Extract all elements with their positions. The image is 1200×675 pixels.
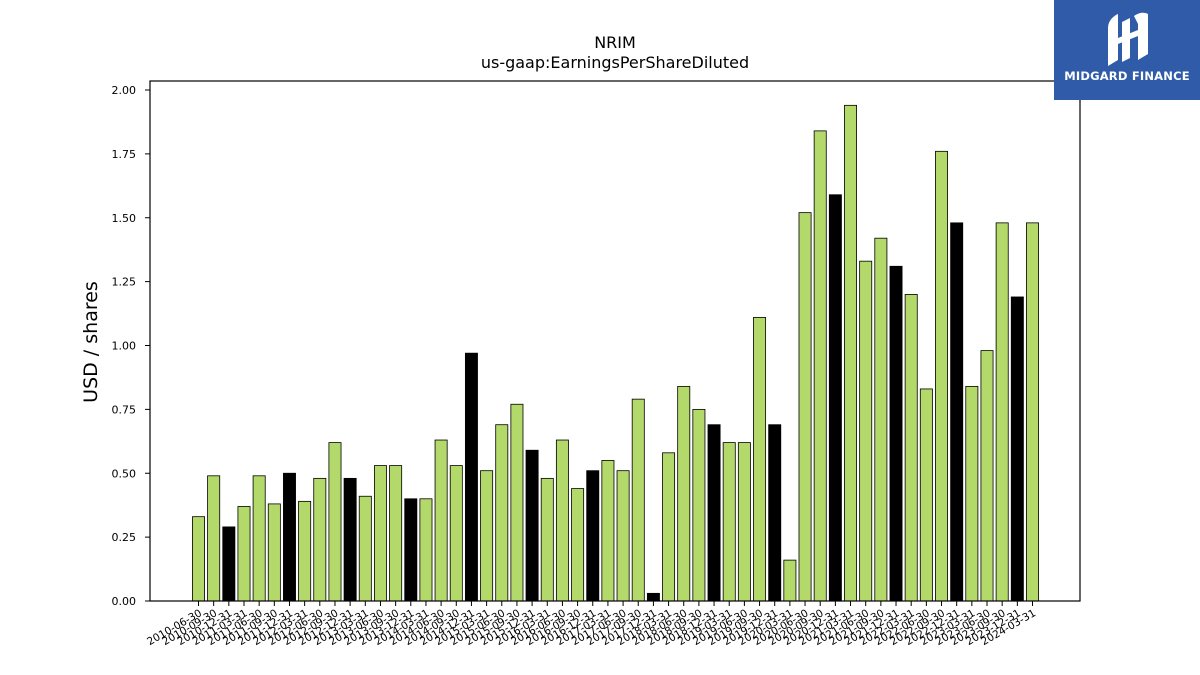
bar-2021-12-31 [889, 265, 903, 602]
bar-2011-09-30 [267, 503, 281, 602]
midgard-finance-logo: MIDGARD FINANCE [1054, 0, 1200, 100]
y-tick-label: 1.25 [112, 276, 137, 289]
bar-2023-06-30 [980, 350, 994, 602]
y-tick-label: 0.75 [112, 403, 137, 416]
y-tick-label: 1.75 [112, 148, 137, 161]
y-tick-label: 0.25 [112, 531, 137, 544]
bar-2019-06-30 [737, 442, 751, 602]
bar-2012-12-31 [343, 477, 357, 602]
bar-2011-06-30 [252, 475, 266, 602]
bar-2014-03-31 [419, 498, 433, 602]
bars-group [192, 104, 1039, 602]
bar-2017-06-30 [616, 470, 630, 602]
bar-2018-09-30 [692, 408, 706, 602]
bar-2019-09-30 [753, 316, 767, 602]
bar-2021-09-30 [874, 237, 888, 602]
bar-2013-03-31 [358, 495, 372, 602]
bar-2022-09-30 [935, 150, 948, 602]
bar-2016-09-30 [571, 488, 585, 602]
bar-2013-09-30 [389, 465, 403, 602]
y-tick-label: 2.00 [112, 84, 137, 97]
bar-2016-03-31 [540, 477, 554, 602]
bar-2021-06-30 [859, 260, 873, 602]
bar-2011-12-31 [283, 472, 296, 602]
bar-2016-12-31 [586, 470, 600, 602]
bar-2020-06-30 [798, 212, 812, 602]
bar-2017-12-31 [646, 592, 660, 602]
bar-2024-03-31 [1026, 222, 1039, 602]
bar-2022-03-31 [904, 293, 918, 602]
bar-2017-09-30 [631, 398, 645, 602]
logo-mark-icon [1108, 12, 1148, 66]
bar-2023-12-31 [1010, 296, 1024, 602]
bar-2020-12-31 [828, 194, 842, 602]
bar-2017-03-31 [601, 460, 615, 602]
chart-subtitle: us-gaap:EarningsPerShareDiluted [481, 53, 749, 72]
bar-2016-06-30 [555, 439, 569, 602]
bar-2015-09-30 [510, 403, 524, 602]
bar-2010-06-30 [192, 516, 205, 602]
bar-2018-03-31 [662, 452, 676, 602]
bar-2022-12-31 [950, 222, 964, 602]
y-axis: 0.00 0.25 0.50 0.75 1.00 1.25 1.50 1.75 2.00 [112, 84, 150, 608]
y-axis-label: USD / shares [80, 281, 102, 403]
bar-2018-06-30 [677, 385, 691, 602]
bar-2023-03-31 [965, 385, 979, 602]
x-axis: 2010-06-302010-09-302010-12-312011-03-31… [145, 601, 1038, 648]
bar-2011-03-31 [237, 506, 251, 602]
bar-2020-03-31 [783, 559, 797, 602]
bar-2013-12-31 [404, 498, 418, 602]
y-tick-label: 1.00 [112, 340, 137, 353]
logo-text: MIDGARD FINANCE [1064, 69, 1190, 83]
y-tick-label: 1.50 [112, 212, 137, 225]
bar-2012-06-30 [313, 477, 327, 602]
bar-2023-09-30 [995, 222, 1009, 602]
y-tick-label: 0.00 [112, 595, 137, 608]
bar-2022-06-30 [919, 388, 933, 602]
bar-2020-09-30 [813, 130, 827, 602]
bar-2010-12-31 [222, 526, 236, 602]
bar-2014-12-31 [464, 352, 478, 602]
bar-2018-12-31 [707, 424, 721, 602]
bar-2015-12-31 [525, 449, 539, 602]
bar-2012-03-31 [298, 500, 312, 602]
bar-2013-06-30 [373, 465, 387, 602]
bar-2019-03-31 [722, 442, 736, 602]
bar-2014-06-30 [434, 439, 448, 602]
y-tick-label: 0.50 [112, 467, 137, 480]
bar-2012-09-30 [328, 442, 342, 602]
chart-title: NRIM [594, 33, 636, 52]
bar-2014-09-30 [449, 465, 463, 602]
bar-2015-03-31 [480, 470, 494, 602]
bar-2010-09-30 [207, 475, 221, 602]
bar-2019-12-31 [768, 424, 782, 602]
bar-2015-06-30 [495, 424, 509, 602]
plot-frame [149, 80, 1081, 602]
bar-2021-03-31 [844, 104, 857, 602]
